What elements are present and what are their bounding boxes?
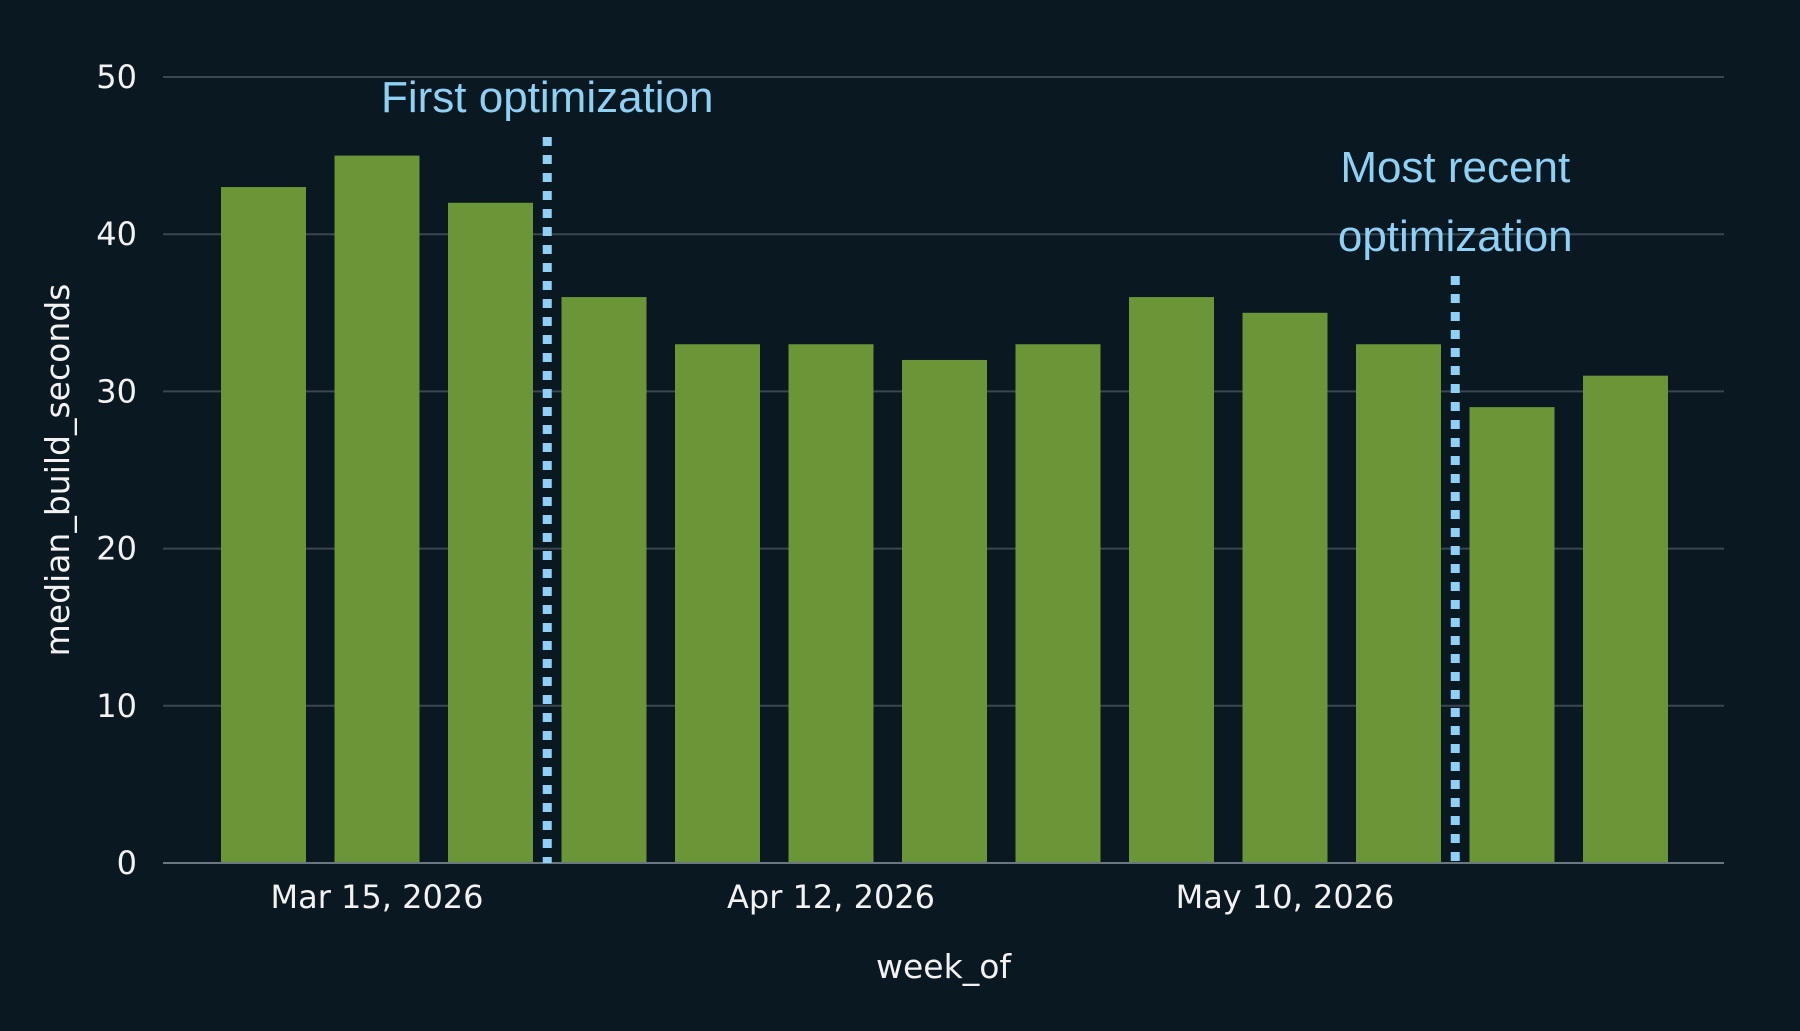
y-tick-label: 10 [96, 687, 137, 725]
bar [1469, 407, 1555, 863]
bars [221, 155, 1668, 864]
x-axis-title: week_of [876, 947, 1012, 986]
annotations: First optimization Most recent optimizatio… [381, 73, 1573, 863]
bar [1015, 344, 1101, 863]
annotation-label: optimization [1338, 212, 1573, 261]
bar [334, 155, 420, 864]
bar [1242, 312, 1328, 863]
y-tick-label: 50 [96, 58, 137, 96]
bar [1129, 297, 1214, 864]
x-tick-label: May 10, 2026 [1176, 878, 1395, 916]
bar [561, 297, 647, 864]
bar [788, 344, 874, 863]
x-tick-label: Apr 12, 2026 [727, 878, 935, 916]
annotation-label: First optimization [381, 73, 714, 122]
y-tick-label: 40 [96, 215, 137, 253]
annotation-label: Most recent [1340, 143, 1570, 192]
y-tick-label: 20 [96, 530, 137, 568]
bar [1356, 344, 1441, 863]
bar [902, 359, 987, 863]
bar [221, 187, 306, 864]
bar [448, 202, 533, 863]
y-tick-label: 30 [96, 372, 137, 410]
y-axis-ticks: 0 10 20 30 40 50 [96, 58, 137, 882]
x-tick-label: Mar 15, 2026 [270, 878, 483, 916]
bar [1583, 375, 1668, 863]
y-axis-title: median_build_seconds [38, 284, 77, 657]
bar [675, 344, 760, 863]
y-tick-label: 0 [117, 844, 137, 882]
x-axis-ticks: Mar 15, 2026 Apr 12, 2026 May 10, 2026 [270, 878, 1394, 916]
